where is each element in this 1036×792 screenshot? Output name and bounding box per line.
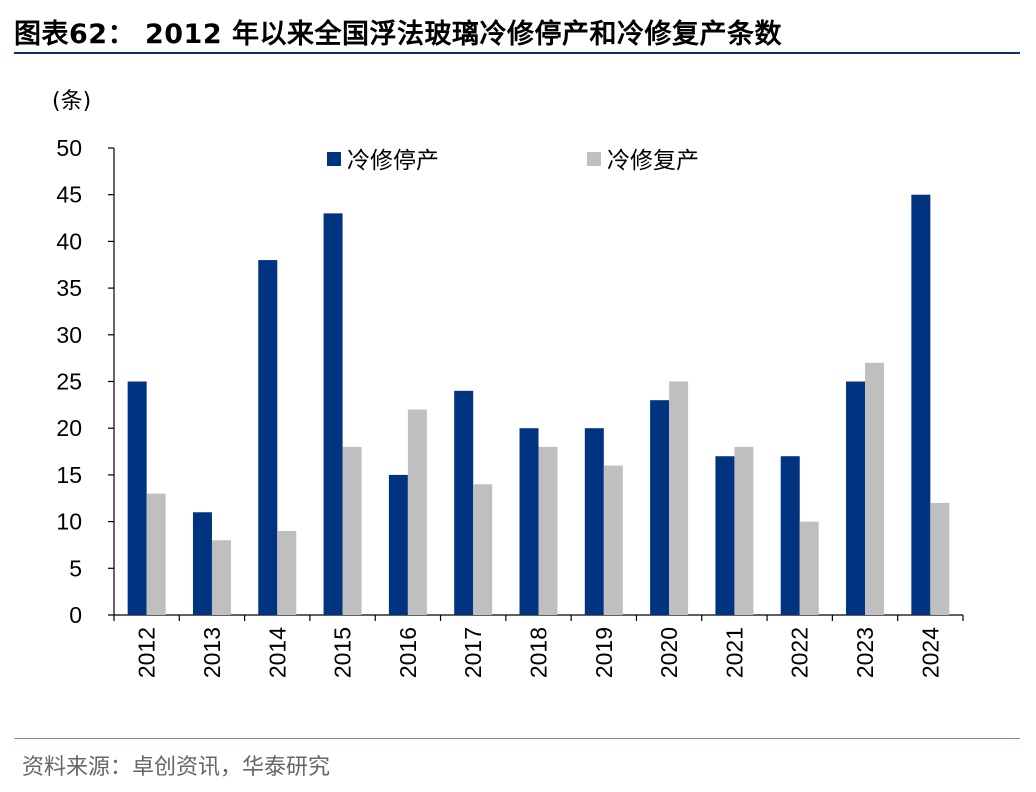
bar-resume-2023 (865, 362, 885, 615)
y-tick-label: 5 (69, 555, 82, 581)
bar-resume-2016 (407, 409, 427, 615)
bar-stop-2017 (454, 390, 474, 615)
y-tick-label: 25 (56, 369, 82, 395)
x-tick-label: 2012 (134, 627, 160, 678)
bar-resume-2018 (538, 446, 558, 615)
legend-swatch (587, 152, 601, 166)
bar-resume-2019 (603, 465, 623, 615)
y-tick-label: 30 (56, 322, 82, 348)
x-tick-label: 2017 (460, 627, 486, 678)
legend: 冷修停产 冷修复产 (327, 148, 699, 174)
bar-stop-2022 (780, 456, 800, 615)
bar-resume-2015 (342, 446, 362, 615)
bar-stop-2015 (323, 213, 343, 615)
source-note: 资料来源：卓创资讯，华泰研究 (22, 755, 331, 780)
y-tick-label: 45 (56, 182, 82, 208)
legend-swatch (327, 152, 341, 166)
bar-stop-2013 (192, 512, 212, 615)
x-tick-label: 2018 (526, 627, 552, 678)
bar-stop-2019 (584, 428, 604, 615)
y-tick-label: 50 (56, 135, 82, 161)
bar-resume-2022 (799, 521, 819, 615)
x-tick-label: 2023 (852, 627, 878, 678)
y-tick-label: 35 (56, 275, 82, 301)
y-tick-label: 15 (56, 462, 82, 488)
source-divider (14, 738, 1020, 739)
bar-stop-2016 (388, 474, 408, 615)
legend-label: 冷修复产 (607, 148, 699, 174)
bar-resume-2013 (211, 540, 231, 615)
bar-stop-2024 (911, 194, 931, 615)
x-tick-label: 2016 (395, 627, 421, 678)
y-tick-label: 0 (69, 602, 82, 628)
x-tick-label: 2014 (264, 627, 290, 678)
bar-resume-2012 (146, 493, 166, 615)
y-axis: 0 5 10 15 20 25 30 35 40 45 50 (56, 135, 115, 628)
bar-resume-2017 (473, 484, 493, 615)
x-axis: 2012 2013 2014 2015 2016 2017 2018 2019 2020 2021… (113, 614, 964, 678)
page-title: 图表62： 2012 年以来全国浮法玻璃冷修停产和冷修复产条数 (14, 19, 783, 50)
bar-resume-2024 (930, 502, 950, 615)
x-tick-label: 2020 (656, 627, 682, 678)
y-tick-label: 10 (56, 509, 82, 535)
y-unit-label: (条) (52, 89, 91, 114)
y-tick-label: 40 (56, 228, 82, 254)
bar-stop-2014 (258, 260, 278, 615)
x-tick-label: 2013 (199, 627, 225, 678)
bar-stop-2021 (715, 456, 735, 615)
x-tick-label: 2021 (721, 627, 747, 678)
bar-resume-2020 (669, 381, 689, 615)
bar-stop-2018 (519, 428, 539, 615)
bar-stop-2023 (846, 381, 866, 615)
x-tick-label: 2019 (591, 627, 617, 678)
x-tick-label: 2015 (330, 627, 356, 678)
bar-stop-2020 (650, 400, 670, 615)
bar-resume-2014 (277, 530, 297, 615)
x-tick-label: 2024 (917, 627, 943, 678)
bar-resume-2021 (734, 446, 754, 615)
title-divider (14, 52, 1020, 54)
y-tick-label: 20 (56, 415, 82, 441)
bars (127, 194, 950, 615)
bar-stop-2012 (127, 381, 147, 615)
x-tick-label: 2022 (787, 627, 813, 678)
legend-label: 冷修停产 (347, 148, 439, 174)
